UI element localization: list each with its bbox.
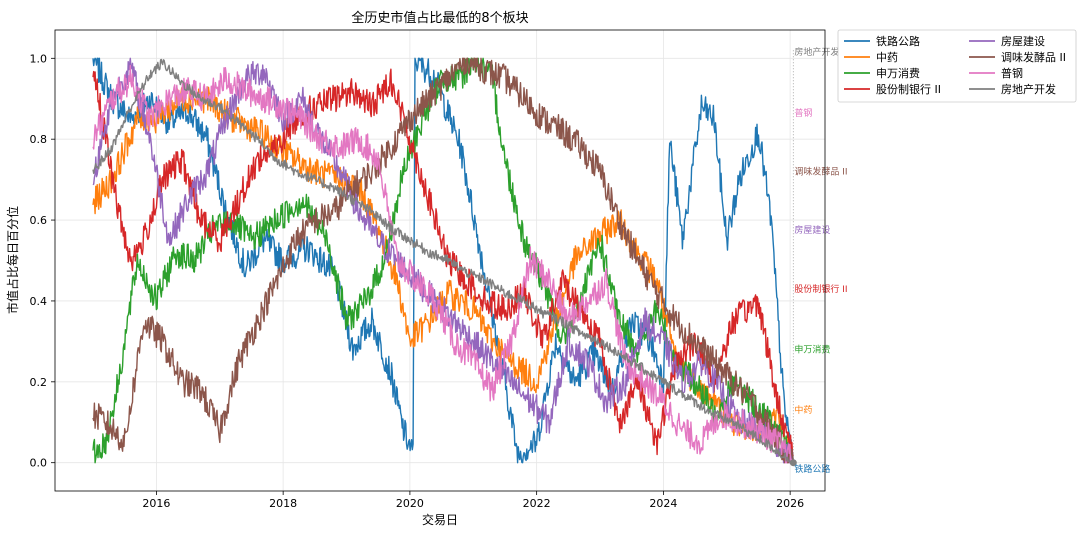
legend-entry-8: 房地产开发: [1001, 82, 1056, 96]
x-tick-label: 2018: [269, 497, 297, 510]
y-tick-label: 0.8: [30, 133, 48, 146]
legend-entry-7: 普钢: [1001, 66, 1023, 80]
end-point-marker: [789, 459, 797, 467]
y-tick-label: 1.0: [30, 52, 48, 65]
series-end-label-2: 中药: [794, 404, 812, 416]
legend-box: [837, 29, 1077, 103]
end-labels: 铁路公路 中药 申万消费 股份制银行 II 房屋建设 调味发酵品 II 普钢 房地产开发: [794, 46, 847, 475]
series-end-label-1: 铁路公路: [794, 463, 830, 475]
legend-entry-6: 调味发酵品 II: [1001, 50, 1066, 64]
y-tick-label: 0.4: [30, 295, 48, 308]
series-end-label-3: 申万消费: [794, 343, 830, 355]
x-tick-label: 2020: [396, 497, 424, 510]
series-line-8: [92, 58, 794, 464]
x-tick-label: 2026: [776, 497, 804, 510]
series-line-4: [92, 68, 794, 457]
series-line-1: [92, 57, 794, 464]
x-axis: 2016 2018 2020 2022 2024 2026: [142, 491, 804, 510]
legend-entry-3: 申万消费: [876, 66, 920, 80]
series-line-7: [92, 64, 794, 464]
series-line-3: [92, 57, 794, 464]
y-tick-label: 0.2: [30, 376, 48, 389]
legend-entry-2: 中药: [876, 51, 898, 64]
legend-entry-5: 房屋建设: [1001, 34, 1045, 48]
series-line-6: [92, 57, 794, 464]
legend-entry-4: 股份制银行 II: [876, 82, 941, 96]
y-axis: 0.0 0.2 0.4 0.6 0.8 1.0: [30, 52, 55, 470]
series-end-label-6: 调味发酵品 II: [794, 166, 847, 178]
series-lines: [92, 50, 797, 467]
chart-title: 全历史市值占比最低的8个板块: [351, 10, 528, 26]
x-axis-label: 交易日: [422, 512, 458, 527]
x-tick-label: 2022: [523, 497, 551, 510]
x-tick-label: 2024: [649, 497, 677, 510]
series-end-label-4: 股份制银行 II: [794, 283, 847, 295]
series-end-label-5: 房屋建设: [794, 224, 830, 236]
series-end-label-7: 普钢: [794, 107, 812, 119]
legend-entry-1: 铁路公路: [876, 35, 920, 48]
y-tick-label: 0.0: [30, 457, 48, 470]
series-line-2: [92, 86, 794, 464]
y-axis-label: 市值占比每日百分位: [5, 206, 20, 314]
x-tick-label: 2016: [142, 497, 170, 510]
plot-frame: [54, 29, 826, 492]
y-tick-label: 0.6: [30, 214, 48, 227]
series-end-label-8: 房地产开发: [794, 46, 839, 58]
